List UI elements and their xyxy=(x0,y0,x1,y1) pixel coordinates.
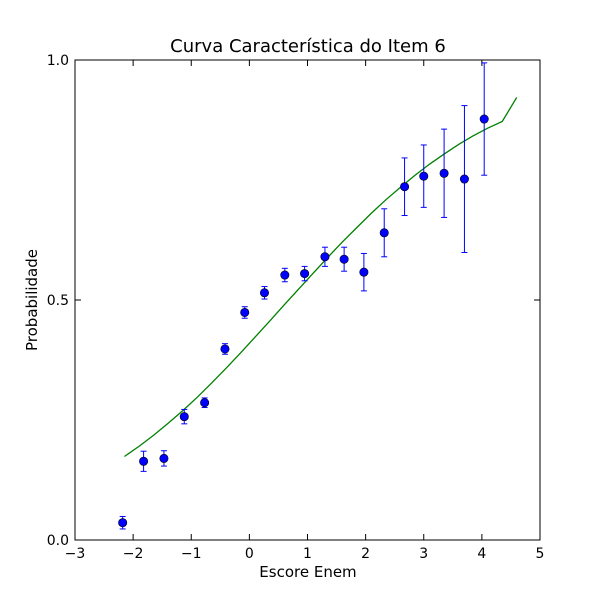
data-points-layer xyxy=(118,62,489,530)
x-tick-label: 0 xyxy=(245,546,254,562)
data-point xyxy=(379,228,389,238)
data-point xyxy=(139,456,149,466)
data-point xyxy=(179,412,189,422)
fitted-curve-line xyxy=(124,97,518,458)
data-point xyxy=(400,182,410,192)
fitted-curve-layer xyxy=(124,97,518,458)
x-tick-label: 1 xyxy=(303,546,312,562)
plot-frame xyxy=(74,59,541,541)
data-point xyxy=(439,168,449,178)
data-point xyxy=(300,269,310,279)
x-tick-label: 2 xyxy=(361,546,370,562)
data-point xyxy=(479,114,489,124)
data-point xyxy=(359,267,369,277)
axis-ticks: −3 −2 −1 0 1 2 3 4 5 0.0 0.5 1.0 xyxy=(47,53,545,562)
data-point xyxy=(339,254,349,264)
y-axis-label: Probabilidade xyxy=(23,249,41,351)
x-tick-label: −3 xyxy=(65,546,86,562)
y-tick-label: 0.0 xyxy=(47,533,69,549)
chart-title: Curva Característica do Item 6 xyxy=(170,36,446,57)
data-point xyxy=(419,171,429,181)
x-tick-label: −1 xyxy=(181,546,202,562)
x-tick-label: −2 xyxy=(123,546,144,562)
x-tick-label: 3 xyxy=(419,546,428,562)
data-point xyxy=(320,252,330,262)
data-point xyxy=(240,307,250,317)
data-point xyxy=(200,398,210,408)
data-point xyxy=(159,453,169,463)
x-tick-label: 5 xyxy=(536,546,545,562)
data-point xyxy=(280,270,290,280)
data-point xyxy=(259,288,269,298)
data-point xyxy=(220,344,230,354)
data-point xyxy=(459,174,469,184)
data-point xyxy=(118,518,128,528)
y-tick-label: 0.5 xyxy=(47,293,69,309)
y-tick-label: 1.0 xyxy=(47,53,69,69)
x-axis-label: Escore Enem xyxy=(259,563,356,581)
x-tick-label: 4 xyxy=(477,546,486,562)
